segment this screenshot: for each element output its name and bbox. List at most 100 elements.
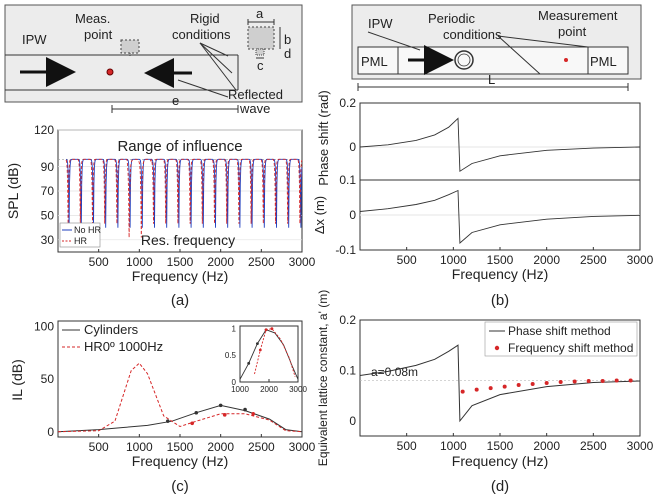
chart-a-x-tick-label: 2000: [207, 255, 234, 269]
chart-d-series: [359, 344, 641, 423]
chart-a-x-tick-label: 500: [89, 255, 109, 269]
chart-a-x-tick-label: 1000: [126, 255, 153, 269]
panel-label-d: (d): [491, 478, 509, 495]
chart-a-xlabel: Frequency (Hz): [132, 268, 228, 284]
chart-b2-x-tick-label: 2500: [580, 253, 607, 267]
chart-a-x-tick-label: 2500: [248, 255, 275, 269]
chart-c-y-ticks: 0 50 100: [34, 319, 54, 438]
meas-label-1: Meas.: [75, 11, 110, 26]
chart-a-series: [65, 158, 303, 238]
chart-a-x-tick-label: 1500: [167, 255, 194, 269]
dim-d-label: d: [284, 46, 291, 61]
frequency-shift-marker: [572, 379, 577, 384]
hr-marker: [251, 412, 255, 416]
chart-b1-y-tick-label: 0: [349, 140, 356, 154]
chart-b2-x-tick-label: 1000: [440, 253, 467, 267]
chart-b2-x-tick-label: 500: [397, 253, 417, 267]
chart-c-x-tick-label: 1500: [167, 440, 194, 454]
inset-cylinders-marker: [256, 342, 259, 345]
chart-d-ylabel: Equivalent lattice constant, a' (m): [316, 290, 330, 466]
chart-c-inset-x-tick-label: 1000: [231, 385, 249, 394]
chart-c-inset-y-ticks: 00.51: [225, 324, 237, 386]
chart-c-inset-x-tick-label: 2000: [260, 385, 278, 394]
series-hr-1000-line: [57, 362, 303, 433]
chart-c-inset-x-ticks: 1000 2000 3000: [231, 379, 307, 394]
chart-d-xlabel: Frequency (Hz): [452, 453, 548, 469]
panel-label-c: (c): [171, 478, 189, 495]
chart-a-y-ticks: 30 50 70 90 120: [34, 123, 54, 247]
chart-c-y-tick-label: 0: [47, 425, 54, 439]
chart-c-y-tick-label: 100: [34, 319, 54, 333]
schematic-a: IPW Meas. point Rigid conditions Reflect…: [4, 4, 303, 116]
frequency-shift-marker: [474, 387, 479, 392]
legend-frequency-shift: Frequency shift method: [508, 341, 633, 355]
chart-a-y-tick-label: 50: [41, 209, 55, 223]
chart-c-x-tick-label: 3000: [289, 440, 316, 454]
frequency-shift-marker: [558, 380, 563, 385]
chart-c: 500 1000 1500 2000 2500 3000 0 50 100 Frequency…: [9, 319, 316, 469]
periodic-label-2: conditions: [443, 27, 502, 42]
chart-c-x-tick-label: 1000: [126, 440, 153, 454]
series-hr-line: [65, 158, 303, 238]
chart-a-x-tick-label: 3000: [289, 255, 316, 269]
chart-d-x-tick-label: 1500: [487, 439, 514, 453]
chart-c-inset-y-tick-label: 1: [232, 324, 237, 333]
dim-l-label: L: [488, 72, 495, 87]
chart-b2-x-tick-label: 3000: [627, 253, 653, 267]
legend-phase-shift: Phase shift method: [508, 324, 611, 338]
frequency-shift-marker: [530, 382, 535, 387]
pml-right-label: PML: [590, 54, 617, 69]
chart-a-y-tick-label: 30: [41, 233, 55, 247]
cylinders-marker: [218, 403, 223, 408]
schematic-b: PML PML IPW Periodic conditions Measurem…: [351, 4, 642, 91]
legend-hr-1000: HR0º 1000Hz: [84, 339, 163, 354]
reflected-label-1: Reflected: [228, 87, 283, 102]
chart-b2-y-ticks: -0.1 0 0.1: [335, 173, 356, 257]
chart-b2-x-tick-label: 1500: [487, 253, 514, 267]
chart-b1-series: [359, 117, 641, 173]
ipw-label: IPW: [22, 32, 47, 47]
cylinders-marker: [194, 410, 199, 415]
chart-c-inset-x-tick-label: 3000: [289, 385, 307, 394]
pml-left-label: PML: [361, 54, 388, 69]
measurement-point-marker: [106, 68, 114, 76]
inset-cylinders-marker: [247, 361, 251, 365]
chart-d-x-tick-label: 500: [397, 439, 417, 453]
chart-d-x-tick-label: 3000: [627, 439, 653, 453]
delta-x-line: [359, 189, 641, 244]
chart-a: 500 1000 1500 2000 2500 3000 30 50 70 90 120 Rang…: [5, 123, 316, 284]
chart-d-y-tick-label: 0: [349, 414, 356, 428]
dim-a-label: a: [256, 6, 264, 21]
chart-c-y-tick-label: 50: [41, 372, 55, 386]
frequency-shift-marker: [544, 381, 549, 386]
chart-a-y-tick-label: 120: [34, 123, 54, 137]
chart-c-inset-y-tick-label: 0.5: [225, 351, 237, 360]
chart-c-inset-y-tick-label: 0: [232, 378, 237, 387]
chart-d-legend: Phase shift method Frequency shift metho…: [484, 321, 638, 357]
chart-c-x-tick-label: 500: [89, 440, 109, 454]
chart-c-ylabel: IL (dB): [9, 359, 25, 401]
frequency-shift-marker: [600, 379, 605, 384]
inset-hr-marker: [258, 348, 262, 352]
frequency-shift-marker: [628, 378, 633, 383]
chart-c-x-tick-label: 2000: [207, 440, 234, 454]
chart-d-x-tick-label: 2000: [533, 439, 560, 453]
meas-label-2: point: [84, 27, 113, 42]
annotation-lattice-constant: a=0.08m: [371, 365, 418, 379]
chart-d: 500 1000 1500 2000 2500 3000 00.10.2 a=0.08m …: [316, 290, 653, 469]
cylinder-scatterer: [454, 50, 474, 70]
hr-marker: [190, 421, 194, 426]
chart-a-gridlines: [58, 129, 302, 241]
inset-hr-marker: [264, 328, 268, 332]
cylinders-marker: [243, 407, 247, 412]
chart-c-inset-series: [239, 327, 299, 380]
chart-c-x-tick-label: 2500: [248, 440, 275, 454]
chart-a-y-tick-label: 70: [41, 184, 55, 198]
chart-c-legend: Cylinders HR0º 1000Hz: [62, 322, 163, 354]
frequency-shift-marker: [614, 378, 619, 383]
chart-c-series: [57, 362, 303, 433]
legend-cylinders: Cylinders: [84, 322, 139, 337]
rigid-label-1: Rigid: [190, 11, 220, 26]
frequency-shift-marker: [516, 383, 521, 388]
